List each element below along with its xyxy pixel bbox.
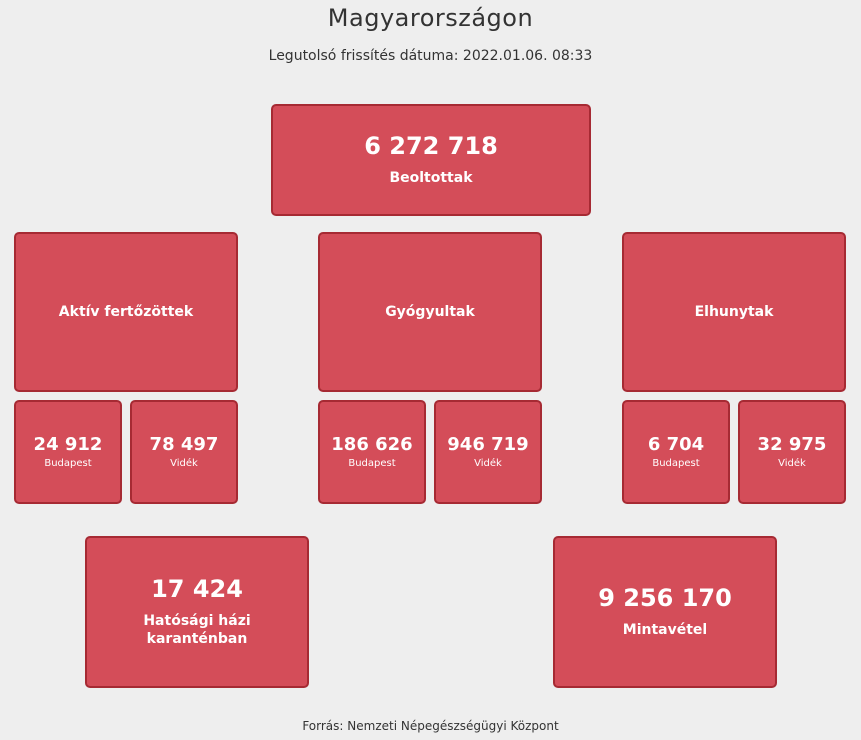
deceased-budapest-value: 6 704 <box>647 433 705 455</box>
deceased-label: Elhunytak <box>694 304 774 320</box>
recovered-budapest-value: 186 626 <box>331 433 413 455</box>
quarantine-label: Hatósági házi karanténban <box>143 613 251 648</box>
last-update-text: Legutolsó frissítés dátuma: 2022.01.06. … <box>268 48 593 64</box>
active-budapest-label: Budapest <box>44 458 92 470</box>
samples-value: 9 256 170 <box>598 583 732 612</box>
quarantine-value: 17 424 <box>151 574 243 603</box>
active-rural-label: Vidék <box>170 458 198 470</box>
active-infected-label: Aktív fertőzöttek <box>58 304 194 320</box>
recovered-rural-card: 946 719 Vidék <box>434 400 542 504</box>
deceased-budapest-label: Budapest <box>652 458 700 470</box>
recovered-card: Gyógyultak <box>318 232 542 392</box>
recovered-label: Gyógyultak <box>385 304 475 320</box>
samples-card: 9 256 170 Mintavétel <box>553 536 777 688</box>
active-infected-card: Aktív fertőzöttek <box>14 232 238 392</box>
active-budapest-value: 24 912 <box>33 433 103 455</box>
vaccinated-card: 6 272 718 Beoltottak <box>271 104 591 216</box>
recovered-rural-label: Vidék <box>474 458 502 470</box>
vaccinated-label: Beoltottak <box>389 170 473 187</box>
recovered-rural-value: 946 719 <box>447 433 529 455</box>
source-footer: Forrás: Nemzeti Népegészségügyi Központ <box>302 719 559 733</box>
deceased-rural-card: 32 975 Vidék <box>738 400 846 504</box>
recovered-budapest-card: 186 626 Budapest <box>318 400 426 504</box>
deceased-budapest-card: 6 704 Budapest <box>622 400 730 504</box>
samples-label: Mintavétel <box>622 622 708 639</box>
deceased-rural-value: 32 975 <box>757 433 827 455</box>
quarantine-card: 17 424 Hatósági házi karanténban <box>85 536 309 688</box>
active-rural-value: 78 497 <box>149 433 219 455</box>
recovered-budapest-label: Budapest <box>348 458 396 470</box>
deceased-card: Elhunytak <box>622 232 846 392</box>
page-title: Magyarországon <box>327 4 534 32</box>
vaccinated-value: 6 272 718 <box>364 131 498 160</box>
active-rural-card: 78 497 Vidék <box>130 400 238 504</box>
active-budapest-card: 24 912 Budapest <box>14 400 122 504</box>
deceased-rural-label: Vidék <box>778 458 806 470</box>
